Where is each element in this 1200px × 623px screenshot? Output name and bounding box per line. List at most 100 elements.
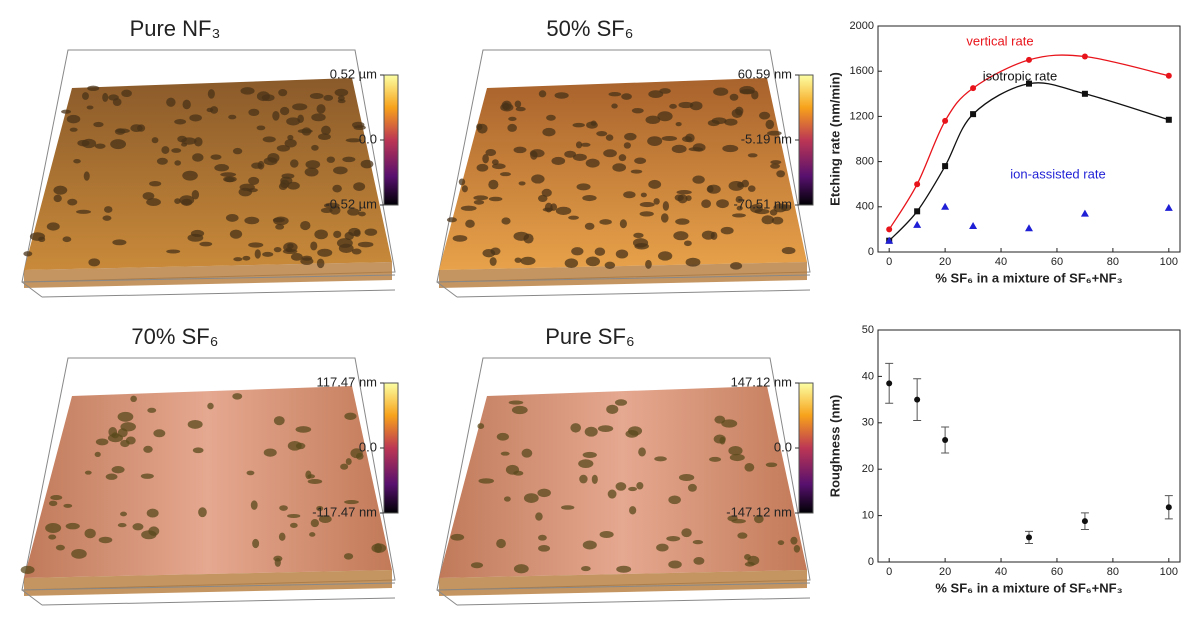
colorbar-label: 117.47 nm [317,374,377,389]
surface-feature [666,535,681,542]
surface-feature [102,215,112,221]
point [886,226,893,233]
surface-feature [84,470,92,475]
surface-feature [76,209,91,214]
surface-feature [720,226,734,235]
chart: 0 20 40 60 80 100 0 10 20 30 40 50 % SF₆ in a mixtur… [827,324,1181,595]
x-tick-label: 80 [1107,256,1119,268]
surface-feature [117,522,127,528]
surface-feature [747,185,756,192]
colorbar [383,382,399,514]
surface-feature [537,488,551,498]
afm-panel: 50% SF₆ 60.59 nm -5.19 nm -70.51 nm [436,16,814,298]
surface-feature [662,201,670,211]
surface-feature [535,512,543,521]
surface-feature [711,117,727,125]
surface-feature [305,470,312,480]
box-edge [21,281,43,298]
surface-feature [48,500,58,507]
colorbar [383,74,399,206]
surface-feature [692,143,706,152]
surface-feature [675,122,682,127]
surface-feature [578,459,594,469]
surface-feature [272,110,280,121]
point [1165,72,1172,79]
surface-feature [71,548,87,559]
colorbar-label: 0.0 [359,131,377,146]
surface-feature [225,214,239,222]
surface-feature [564,258,579,268]
point [942,163,949,170]
surface-feature [110,139,127,150]
surface-feature [765,462,778,468]
surface-feature [316,104,326,114]
surface-feature [503,496,511,502]
surface-feature [765,119,775,130]
surface-feature [476,123,488,134]
surface-feature [333,166,348,175]
surface-feature [511,405,528,415]
colorbar-label: -5.19 nm [741,131,792,146]
surface-feature [50,495,63,501]
point [1026,80,1032,87]
panel-title: 70% SF₆ [131,324,218,349]
y-tick-label: 10 [862,510,874,522]
box-top [436,49,811,283]
surface-feature [267,152,280,163]
surface-feature [639,211,654,217]
colorbar-label: -117.47 nm [312,504,377,519]
surface-feature [344,499,359,505]
surface-feature [273,246,282,253]
surface-feature [678,101,694,109]
series-line [888,82,1170,242]
surface-feature [146,198,161,207]
surface-feature [710,231,718,240]
surface-feature [272,217,285,223]
y-tick-label: 2000 [850,20,874,32]
surface-feature [657,251,673,261]
series-label: ion-assisted rate [1010,166,1105,181]
surface-feature [780,204,792,212]
surface-feature [611,103,618,109]
surface-feature [607,489,617,499]
surface-feature [485,148,497,157]
surface-feature [321,125,331,136]
point [969,222,978,230]
surface-feature [596,131,608,137]
surface-feature [496,538,506,549]
surface-feature [709,456,722,462]
surface-feature [770,163,780,169]
surface-feature [199,241,213,247]
x-tick-label: 100 [1160,566,1178,578]
surface-feature [496,432,510,441]
surface-feature [777,540,785,546]
box-top [21,357,396,591]
surface-feature [66,114,81,124]
surface-feature [244,216,260,225]
surface-feature [290,159,299,168]
surface-feature [102,92,109,102]
surface-feature [194,137,203,147]
surface-feature [541,188,552,197]
surface-feature [736,205,743,211]
surface-feature [62,236,72,243]
surface-feature [53,185,68,195]
box-edge [21,589,43,606]
box-edge [436,589,458,606]
series-label: isotropic rate [983,68,1057,83]
x-tick-label: 0 [886,256,892,268]
surface-feature [770,160,782,165]
surface-feature [579,474,588,484]
surface-feature [513,231,530,241]
surface-feature [722,144,739,153]
point [1165,504,1172,511]
surface-feature [130,395,137,403]
surface-feature [280,176,293,185]
surface-feature [233,257,243,262]
surface-feature [87,85,100,91]
surface-feature [599,219,612,225]
surface-feature [273,416,285,426]
point [914,396,921,403]
surface-feature [555,206,572,215]
